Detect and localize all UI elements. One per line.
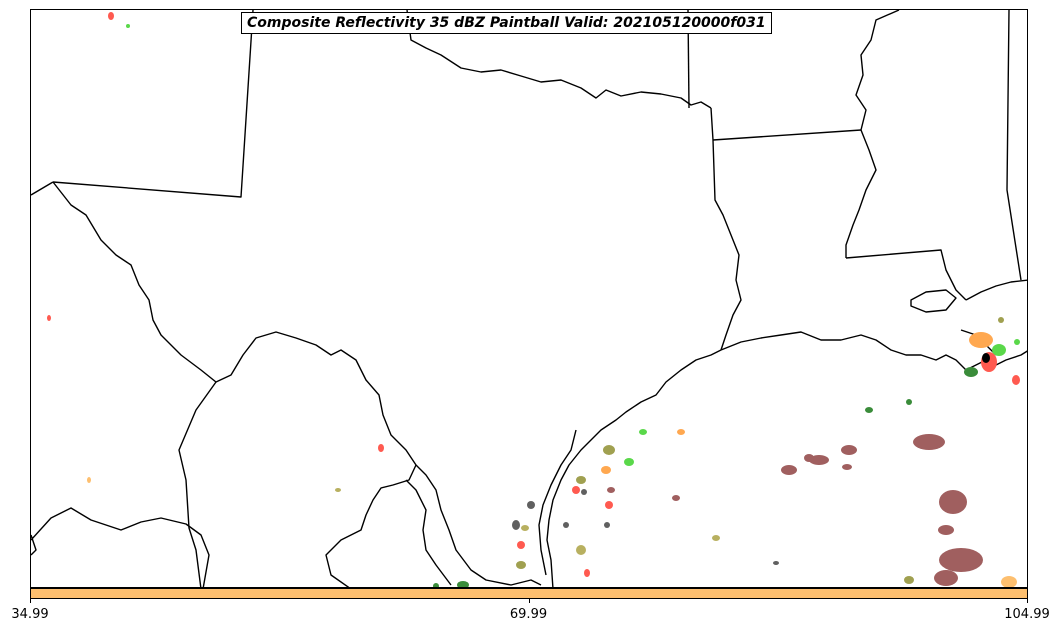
colorbar-tick [30,599,31,603]
cell [581,489,587,495]
texas-rio-grande-border [52,181,542,586]
cell [938,525,954,535]
cell [1012,375,1020,385]
cell [576,545,586,555]
mexico-state-line-5 [325,464,417,587]
mexico-state-line-2 [178,381,217,587]
mexico-state-line-6 [405,479,452,586]
cell [982,353,990,363]
cell [378,444,384,452]
colorbar [30,588,1028,599]
state-boundaries [31,10,1027,587]
louisiana-mississippi-border [845,249,967,301]
cell [108,12,114,20]
map-title: Composite Reflectivity 35 dBZ Paintball … [241,12,772,34]
mississippi-alabama-border [1006,10,1022,281]
cell [516,561,526,569]
padre-island [538,429,577,576]
mexico-state-line-1 [31,181,54,196]
red-river-border [406,10,712,109]
texas-panhandle-border [52,10,254,198]
cell [992,344,1006,356]
cell [809,455,829,465]
cell [841,445,857,455]
cell [576,476,586,484]
arkansas-louisiana-border [712,129,862,141]
cell [433,583,439,587]
cell [512,520,520,530]
cell [335,488,341,492]
cell [998,317,1004,323]
cell [781,465,797,475]
cell [906,399,912,405]
cell [527,501,535,509]
colorbar-tick-label: 104.99 [1004,607,1050,622]
colorbar-tick-label: 69.99 [509,607,548,622]
cell [47,315,51,321]
cell [712,535,720,541]
cell [605,501,613,509]
mexico-state-line-4 [31,534,37,556]
cell [517,541,525,549]
cell [964,367,978,377]
colorbar-tick-label: 34.99 [11,607,49,622]
cell [521,525,529,531]
cell [773,561,779,565]
lake-pontchartrain [910,289,957,313]
cell [842,464,852,470]
cell [677,429,685,435]
cell [939,490,967,514]
cell [603,445,615,455]
cell [934,570,958,586]
texas-gulf-coast [546,349,722,587]
cell [904,576,914,584]
cell [572,486,580,494]
mississippi-river-border [845,10,900,258]
cell [1014,339,1020,345]
louisiana-marsh [965,279,1027,301]
colorbar-tick [1027,599,1028,603]
cell [865,407,873,413]
reflectivity-map [31,10,1027,587]
cell [1001,576,1017,587]
cell [939,548,983,572]
colorbar-tick [528,599,530,603]
cell [601,466,611,474]
map-panel[interactable] [30,9,1028,588]
cell [639,429,647,435]
cell [87,477,91,483]
cell [604,522,610,528]
mexico-state-line-3 [31,507,210,587]
cell [584,569,590,577]
cell [457,581,469,587]
cell [563,522,569,528]
cell [804,454,814,462]
texas-louisiana-border [710,107,742,351]
cell [969,332,993,348]
cell [913,434,945,450]
cell [126,24,130,28]
cell [607,487,615,493]
cell [672,495,680,501]
reflectivity-cells [47,12,1020,587]
cell [624,458,634,466]
